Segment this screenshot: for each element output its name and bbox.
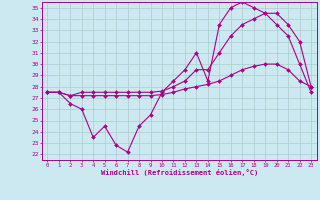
X-axis label: Windchill (Refroidissement éolien,°C): Windchill (Refroidissement éolien,°C): [100, 169, 258, 176]
